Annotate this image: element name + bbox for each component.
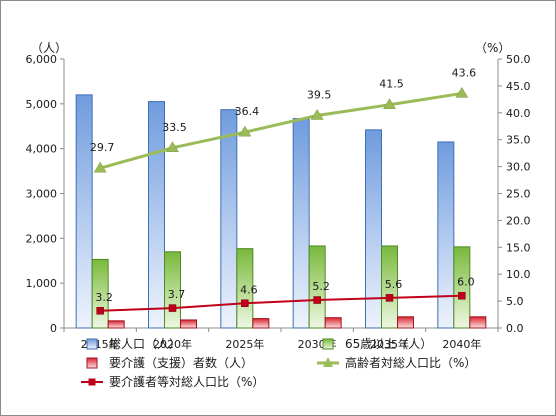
data-label-care-ratio: 4.6 bbox=[240, 283, 258, 296]
marker-care-ratio bbox=[96, 307, 104, 315]
bar-total-population bbox=[148, 101, 165, 329]
legend: 総人口（人） 65歳以上（人） 要介護（支援）者数（人） 高齢者対総人口比（%） 要介護… bbox=[81, 337, 476, 389]
right-tick-label: 15.0 bbox=[506, 241, 531, 254]
legend-swatch bbox=[86, 357, 98, 369]
data-label-care-ratio: 3.2 bbox=[95, 291, 113, 304]
data-label-elderly-ratio: 33.5 bbox=[162, 121, 187, 134]
left-tick-label: 3,000 bbox=[26, 188, 58, 201]
right-tick-label: 30.0 bbox=[506, 161, 531, 174]
right-tick-label: 10.0 bbox=[506, 268, 531, 281]
marker-elderly-ratio bbox=[238, 125, 252, 137]
bar-care-recipients bbox=[107, 320, 125, 329]
left-tick-label: 5,000 bbox=[26, 98, 58, 111]
right-tick-label: 35.0 bbox=[506, 134, 531, 147]
data-label-elderly-ratio: 29.7 bbox=[90, 141, 115, 154]
bar-age65-plus bbox=[308, 245, 326, 329]
marker-elderly-ratio bbox=[383, 98, 396, 109]
marker-care-ratio bbox=[458, 291, 466, 300]
bar-series bbox=[75, 94, 487, 329]
left-tick-label: 1,000 bbox=[26, 277, 58, 290]
left-axis-ticks: 0 1,000 2,000 3,000 4,000 5,000 6,000 bbox=[26, 53, 64, 335]
data-label-elderly-ratio: 36.4 bbox=[235, 105, 260, 118]
line-series: 29.7 33.5 36.4 39.5 41.5 43.6 3.2 3.7 4.6 5.2 5.6 6… bbox=[90, 66, 477, 315]
right-tick-label: 40.0 bbox=[506, 107, 531, 120]
right-tick-label: 45.0 bbox=[506, 80, 531, 93]
legend-item: 要介護（支援）者数（人） bbox=[86, 355, 253, 370]
legend-item: 高齢者対総人口比（%） bbox=[317, 355, 476, 370]
data-label-elderly-ratio: 41.5 bbox=[379, 78, 404, 91]
bar-care-recipients bbox=[180, 319, 197, 329]
data-label-care-ratio: 5.2 bbox=[312, 280, 330, 293]
bar-care-recipients bbox=[324, 317, 342, 329]
marker-care-ratio bbox=[168, 304, 177, 312]
data-label-elderly-ratio: 39.5 bbox=[307, 88, 332, 101]
x-tick-label: 2025年 bbox=[225, 337, 264, 351]
left-tick-label: 2,000 bbox=[26, 232, 58, 245]
bar-care-recipients bbox=[252, 318, 270, 329]
bar-total-population bbox=[75, 94, 93, 329]
line-care-ratio bbox=[100, 294, 462, 312]
x-tick-label: 2020年 bbox=[153, 337, 192, 351]
marker-care-ratio bbox=[313, 296, 321, 304]
data-label-elderly-ratio: 43.6 bbox=[452, 66, 477, 79]
legend-marker bbox=[323, 357, 333, 367]
bar-total-population bbox=[365, 129, 382, 329]
line-elderly-ratio bbox=[99, 91, 463, 170]
right-tick-label: 0.0 bbox=[506, 322, 524, 335]
right-tick-label: 20.0 bbox=[506, 214, 531, 227]
legend-marker bbox=[88, 378, 96, 386]
bar-care-recipients bbox=[397, 316, 414, 329]
bar-age65-plus bbox=[236, 248, 254, 329]
legend-label: 要介護者等対総人口比（%） bbox=[109, 374, 264, 389]
bar-total-population bbox=[220, 109, 238, 329]
left-axis-unit: （人） bbox=[31, 41, 67, 55]
legend-label: 要介護（支援）者数（人） bbox=[109, 355, 253, 370]
right-axis-unit: （%） bbox=[475, 41, 510, 55]
bar-total-population bbox=[437, 141, 455, 329]
legend-swatch bbox=[322, 338, 334, 350]
legend-item: 65歳以上（人） bbox=[322, 337, 432, 351]
bar-total-population bbox=[292, 118, 310, 329]
left-tick-label: 0 bbox=[50, 322, 57, 335]
legend-label: 65歳以上（人） bbox=[345, 337, 432, 351]
left-tick-label: 4,000 bbox=[26, 143, 58, 156]
data-label-care-ratio: 3.7 bbox=[168, 288, 186, 301]
right-axis-ticks: 0.0 5.0 10.0 15.0 20.0 25.0 30.0 35.0 40.0 45.0 50… bbox=[498, 53, 531, 335]
marker-elderly-ratio bbox=[310, 109, 324, 120]
marker-care-ratio bbox=[385, 294, 394, 302]
legend-swatch bbox=[86, 338, 98, 350]
left-tick-label: 6,000 bbox=[26, 53, 58, 66]
legend-label: 総人口（人） bbox=[109, 337, 181, 351]
marker-elderly-ratio bbox=[166, 141, 179, 153]
bar-age65-plus bbox=[453, 246, 471, 329]
marker-care-ratio bbox=[241, 299, 249, 308]
right-tick-label: 25.0 bbox=[506, 188, 531, 201]
right-tick-label: 5.0 bbox=[506, 295, 524, 308]
bar-age65-plus bbox=[381, 245, 398, 329]
marker-elderly-ratio bbox=[93, 161, 107, 173]
x-tick-label: 2040年 bbox=[442, 337, 481, 351]
bar-care-recipients bbox=[469, 316, 487, 329]
data-label-care-ratio: 6.0 bbox=[457, 276, 475, 289]
legend-item: 総人口（人） bbox=[86, 337, 181, 351]
data-label-care-ratio: 5.6 bbox=[385, 278, 403, 291]
right-tick-label: 50.0 bbox=[506, 53, 531, 66]
marker-elderly-ratio bbox=[455, 86, 469, 98]
legend-item: 要介護者等対総人口比（%） bbox=[81, 374, 264, 389]
x-tick-label: 2035年 bbox=[370, 337, 409, 351]
legend-label: 高齢者対総人口比（%） bbox=[345, 355, 476, 370]
